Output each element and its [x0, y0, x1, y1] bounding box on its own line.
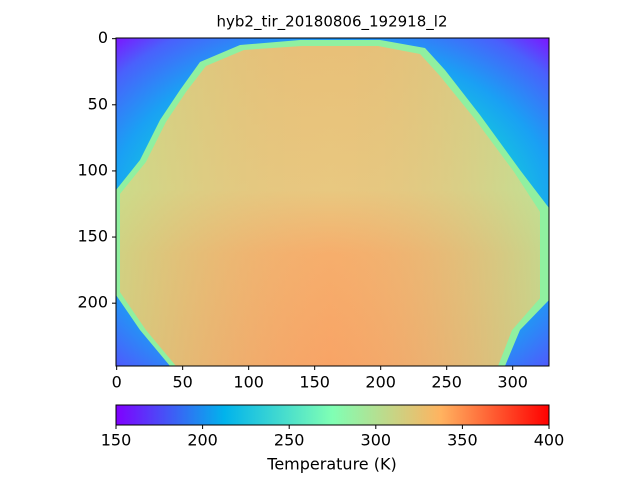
y-tick-label: 0: [98, 28, 108, 47]
y-tick-label: 50: [88, 94, 108, 113]
colorbar-label: Temperature (K): [266, 455, 396, 474]
colorbar-tick-label: 250: [274, 431, 305, 450]
colorbar-tick-label: 350: [447, 431, 478, 450]
plot-frame: [115, 37, 550, 367]
colorbar-tick-label: 150: [101, 431, 132, 450]
x-tick-label: 300: [497, 373, 528, 392]
x-tick-label: 100: [233, 373, 264, 392]
x-tick-label: 250: [431, 373, 462, 392]
y-tick-label: 150: [77, 227, 108, 246]
y-tick-label: 100: [77, 160, 108, 179]
x-tick-label: 200: [365, 373, 396, 392]
colorbar-tick-label: 200: [187, 431, 218, 450]
y-tick-label: 200: [77, 293, 108, 312]
colorbar-tick-label: 400: [534, 431, 565, 450]
colorbar: [115, 404, 550, 426]
colorbar-tick-label: 300: [361, 431, 392, 450]
chart-title: hyb2_tir_20180806_192918_l2: [217, 13, 448, 32]
x-tick-label: 0: [112, 373, 122, 392]
x-tick-label: 50: [172, 373, 192, 392]
x-tick-label: 150: [299, 373, 330, 392]
image: [116, 38, 549, 366]
